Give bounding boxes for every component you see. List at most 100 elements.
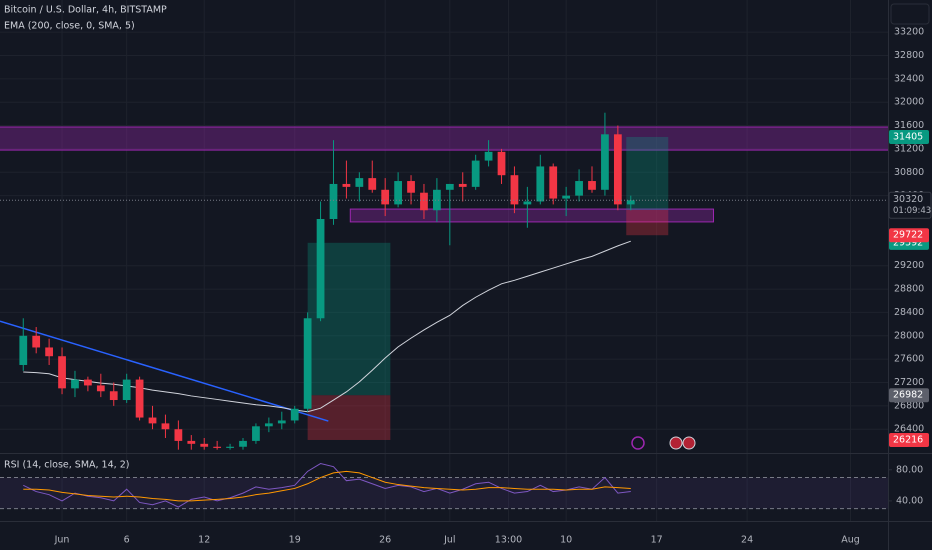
rsi-sma-line — [23, 470, 631, 502]
x-tick-label: 17 — [651, 535, 663, 546]
y-tick-label: 30800 — [894, 167, 924, 178]
candle-body — [277, 420, 286, 424]
stop-price-tag-bg — [889, 228, 929, 243]
candle-body — [122, 379, 131, 401]
candle-body — [264, 423, 273, 427]
rsi-tick-label: 40.00 — [896, 495, 923, 506]
position-profit — [626, 136, 669, 210]
axes: 26400 26800 27200 27600 28000 28400 28800 29200… — [54, 27, 932, 546]
countdown: 01:09:43 — [893, 206, 931, 216]
position-loss — [307, 395, 391, 440]
rsi-band — [0, 477, 888, 509]
candle-body — [32, 335, 41, 348]
candle-body — [601, 134, 609, 190]
candle-body — [96, 385, 105, 392]
y-tick-label: 32400 — [894, 73, 924, 84]
candle-body — [329, 183, 338, 219]
candle-body — [549, 166, 558, 199]
target-price-tag: 31405 — [893, 131, 923, 142]
trend-line — [0, 320, 329, 422]
candle-body — [575, 181, 583, 196]
rsi-legend: RSI (14, close, SMA, 14, 2) — [4, 460, 129, 471]
event-icon[interactable] — [669, 436, 683, 450]
candle-body — [342, 183, 351, 187]
y-tick-label: 32800 — [894, 50, 924, 61]
y-tick-label: 27200 — [894, 377, 924, 388]
stop-price-tag-bg — [889, 432, 929, 447]
x-tick-label: Aug — [841, 535, 860, 546]
candle-body — [84, 379, 92, 386]
candle-body — [471, 160, 480, 187]
candle-body — [45, 347, 53, 357]
entry-price-tag-bg — [889, 388, 929, 403]
y-tick-label: 28800 — [894, 284, 924, 295]
target-price-tag: 29592 — [893, 237, 923, 248]
y-tick-label: 28400 — [894, 307, 924, 318]
chart-title: Bitcoin / U.S. Dollar, 4h, BITSTAMP — [4, 5, 167, 16]
candle-body — [174, 429, 183, 441]
candle-body — [407, 181, 415, 193]
target-price-tag-bg — [889, 129, 929, 144]
event-icon[interactable] — [631, 436, 645, 450]
candle-body — [445, 183, 454, 190]
candle-body — [109, 391, 118, 401]
candle-body — [484, 151, 493, 161]
candle-body — [355, 178, 364, 187]
y-tick-label: 27600 — [894, 354, 924, 365]
candle-body — [562, 195, 571, 199]
zone — [0, 126, 888, 151]
last-price-tag-bg — [888, 191, 932, 219]
candle-body — [226, 446, 234, 448]
axis-settings-button[interactable] — [890, 3, 930, 25]
x-tick-label: 24 — [741, 535, 753, 546]
entry-price-tag: 26982 — [893, 390, 923, 401]
y-tick-label: 33200 — [894, 27, 924, 38]
candle-body — [523, 201, 532, 205]
candle-body — [58, 356, 66, 389]
candle-body — [161, 423, 170, 430]
y-tick-label: 26400 — [894, 424, 924, 435]
x-tick-label: 13:00 — [495, 535, 522, 546]
y-tick-label: 29200 — [894, 260, 924, 271]
candle-body — [290, 408, 299, 421]
candle-body — [420, 192, 428, 211]
candle-body — [213, 446, 222, 448]
candle-body — [19, 335, 28, 365]
x-tick-label: 19 — [289, 535, 301, 546]
candle-body — [433, 189, 441, 211]
candle-body — [458, 183, 467, 187]
candle-body — [536, 166, 545, 202]
event-icon[interactable] — [682, 436, 696, 450]
x-tick-label: Jun — [54, 535, 70, 546]
candle-body — [316, 218, 325, 319]
candle-body — [200, 443, 209, 447]
candle-body — [588, 181, 596, 190]
rsi-tick-label: 80.00 — [896, 464, 923, 475]
stop-price-tag: 29722 — [893, 230, 923, 241]
y-tick-label: 28000 — [894, 330, 924, 341]
candle-body — [394, 181, 402, 205]
candle-body — [71, 379, 79, 389]
candle-body — [252, 426, 260, 441]
y-tick-label: 31600 — [894, 120, 924, 131]
x-tick-label: 6 — [124, 535, 130, 546]
candle-body — [613, 134, 622, 205]
y-tick-label: 32000 — [894, 97, 924, 108]
x-tick-label: 10 — [560, 535, 572, 546]
zone — [349, 208, 715, 223]
candle-body — [187, 440, 196, 444]
rsi-pane — [0, 463, 888, 510]
rsi-line — [23, 463, 631, 508]
y-tick-label: 26800 — [894, 400, 924, 411]
candle-body — [626, 200, 635, 205]
stop-price-tag: 26216 — [893, 434, 923, 445]
candle-body — [497, 151, 506, 176]
candle-body — [303, 318, 312, 409]
event-icons — [631, 436, 696, 450]
last-price-tag: 30320 — [893, 194, 923, 205]
candle-body — [368, 178, 377, 190]
candle-body — [510, 175, 519, 205]
candle-body — [148, 417, 157, 424]
